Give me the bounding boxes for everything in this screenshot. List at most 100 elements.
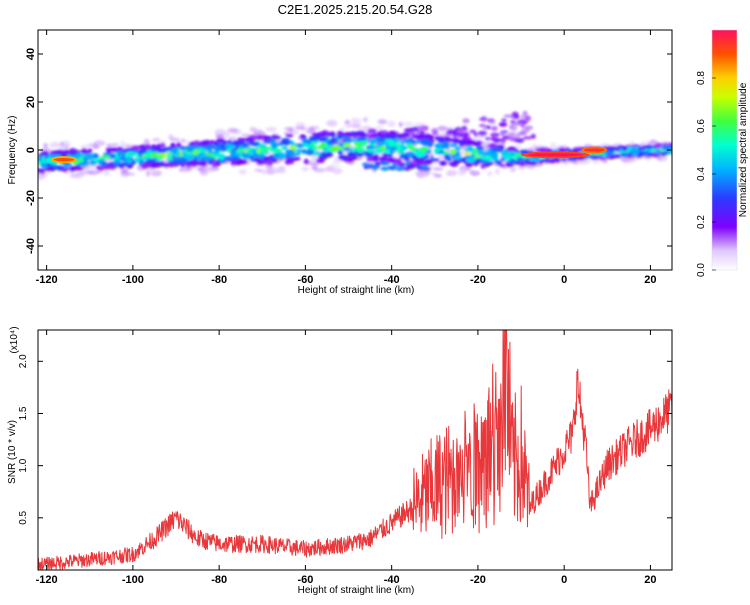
spectrogram-cell [410, 160, 417, 165]
spectrogram-cell [318, 154, 328, 160]
spectrogram-cell [258, 143, 267, 148]
spectrogram-cell [116, 150, 126, 155]
spectrogram-cell [75, 167, 84, 171]
spectrogram-streak [432, 131, 439, 136]
spectrogram-haze [288, 127, 294, 133]
spectrogram-cell [465, 163, 473, 168]
spectrogram-cell [353, 142, 360, 146]
spectrogram-cell [397, 150, 405, 155]
spectrogram-cell [237, 137, 242, 141]
colorbar: 0.0 0.2 0.4 0.6 0.8 Normalized spectral ampl… [696, 29, 749, 277]
spectrogram-cell [330, 132, 336, 138]
spectrogram-streak [485, 136, 490, 141]
spectrogram-haze [362, 117, 368, 123]
spectrogram-streak [456, 132, 464, 138]
spectrogram-cell [416, 134, 427, 140]
spectrogram-cell [500, 157, 506, 162]
spectrogram-cell [242, 155, 251, 160]
spectrogram-cell [416, 160, 423, 166]
colorbar-tick-label: 0.2 [696, 215, 707, 229]
spectrogram-cell [139, 160, 144, 166]
spectrogram-cell [315, 158, 325, 164]
spectrogram-cell [320, 142, 328, 148]
spectrogram-cell [83, 156, 89, 162]
spectrogram-cell [101, 154, 111, 160]
spectrogram-streak [508, 136, 519, 142]
spectrogram-streak [452, 132, 458, 138]
spectrogram-streak [420, 166, 431, 171]
spectrogram-haze [253, 129, 264, 135]
spectrogram-streak [405, 127, 414, 133]
spectrogram-xlabel: Height of straight line (km) [298, 285, 415, 296]
spectrogram-haze [92, 144, 100, 150]
spectrogram-streak [518, 121, 523, 126]
spectrogram-streak [397, 165, 405, 170]
spectrogram-cell [378, 156, 389, 162]
spectrogram-haze [633, 156, 640, 161]
spectrogram-cell [281, 138, 290, 142]
spectrogram-cell [213, 150, 220, 155]
colorbar-label: Normalized spectral amplitude [738, 82, 749, 217]
spectrogram-cell [193, 140, 201, 145]
spectrogram-cell [155, 154, 160, 159]
spectrogram-haze [254, 168, 262, 172]
spectrogram-cell [489, 147, 500, 152]
spectrogram-cell [479, 160, 490, 164]
snr-ytick-label: 0.5 [18, 510, 29, 524]
spectrogram-haze [169, 137, 181, 142]
spectrogram-cell [400, 133, 410, 138]
spectrogram-cell [186, 146, 195, 153]
spectrogram-cell [140, 163, 151, 169]
spectrogram-cell [509, 158, 516, 164]
spectrogram-haze [417, 172, 429, 177]
spectrogram-cell [602, 151, 607, 157]
spectrogram-cell [454, 146, 462, 151]
spectrogram-cell [112, 160, 121, 165]
spectrogram-cell [187, 160, 198, 165]
spectrogram-cell [160, 148, 169, 152]
spectrogram-cell [593, 154, 599, 160]
spectrogram-haze [374, 124, 384, 131]
spectrogram-cell [263, 161, 270, 165]
spectrogram-haze [311, 165, 318, 171]
spectrogram-cell [214, 145, 222, 152]
spectrogram-cell [443, 136, 452, 143]
spectrogram-cell [203, 156, 213, 161]
spectrogram-cell [343, 142, 352, 147]
spectrogram-cell [612, 153, 621, 159]
snr-xtick-label: 20 [644, 574, 656, 586]
spectrogram-cell [305, 149, 315, 156]
spectrogram-cell [232, 157, 239, 161]
spectrogram-streak [419, 125, 429, 130]
spectrogram-xtick-label: -100 [122, 274, 144, 286]
spectrogram-cell [386, 157, 396, 163]
spectrogram-haze [402, 121, 414, 127]
spectrogram-cell [237, 159, 248, 165]
spectrogram-cell [301, 149, 308, 154]
spectrogram-cell [415, 151, 426, 158]
spectrogram-cell [263, 135, 268, 141]
spectrogram-cell [433, 158, 440, 162]
spectrogram-cell [234, 152, 240, 157]
spectrogram-cell [488, 143, 498, 149]
spectrogram-cell [654, 142, 663, 149]
spectrogram-cell [249, 155, 254, 160]
spectrogram-cell [118, 162, 129, 167]
spectrogram-cell [438, 149, 445, 155]
spectrogram-haze [49, 141, 60, 149]
spectrogram-cell [388, 141, 394, 146]
spectrogram-haze [103, 169, 110, 176]
spectrogram-cell [216, 153, 226, 159]
spectrogram-streak [462, 118, 470, 124]
spectrogram-xtick-label: -20 [470, 274, 486, 286]
spectrogram-cell [126, 147, 134, 152]
spectrogram-peak-core [527, 153, 584, 157]
spectrogram-xtick-label: -60 [297, 274, 313, 286]
spectrogram-streak [380, 166, 390, 171]
spectrogram-cell [52, 151, 57, 155]
spectrogram-cell [144, 153, 151, 159]
spectrogram-cell [608, 147, 615, 153]
spectrogram-cell [561, 157, 568, 162]
spectrogram-cell [166, 163, 176, 168]
snr-xtick-label: -60 [297, 574, 313, 586]
